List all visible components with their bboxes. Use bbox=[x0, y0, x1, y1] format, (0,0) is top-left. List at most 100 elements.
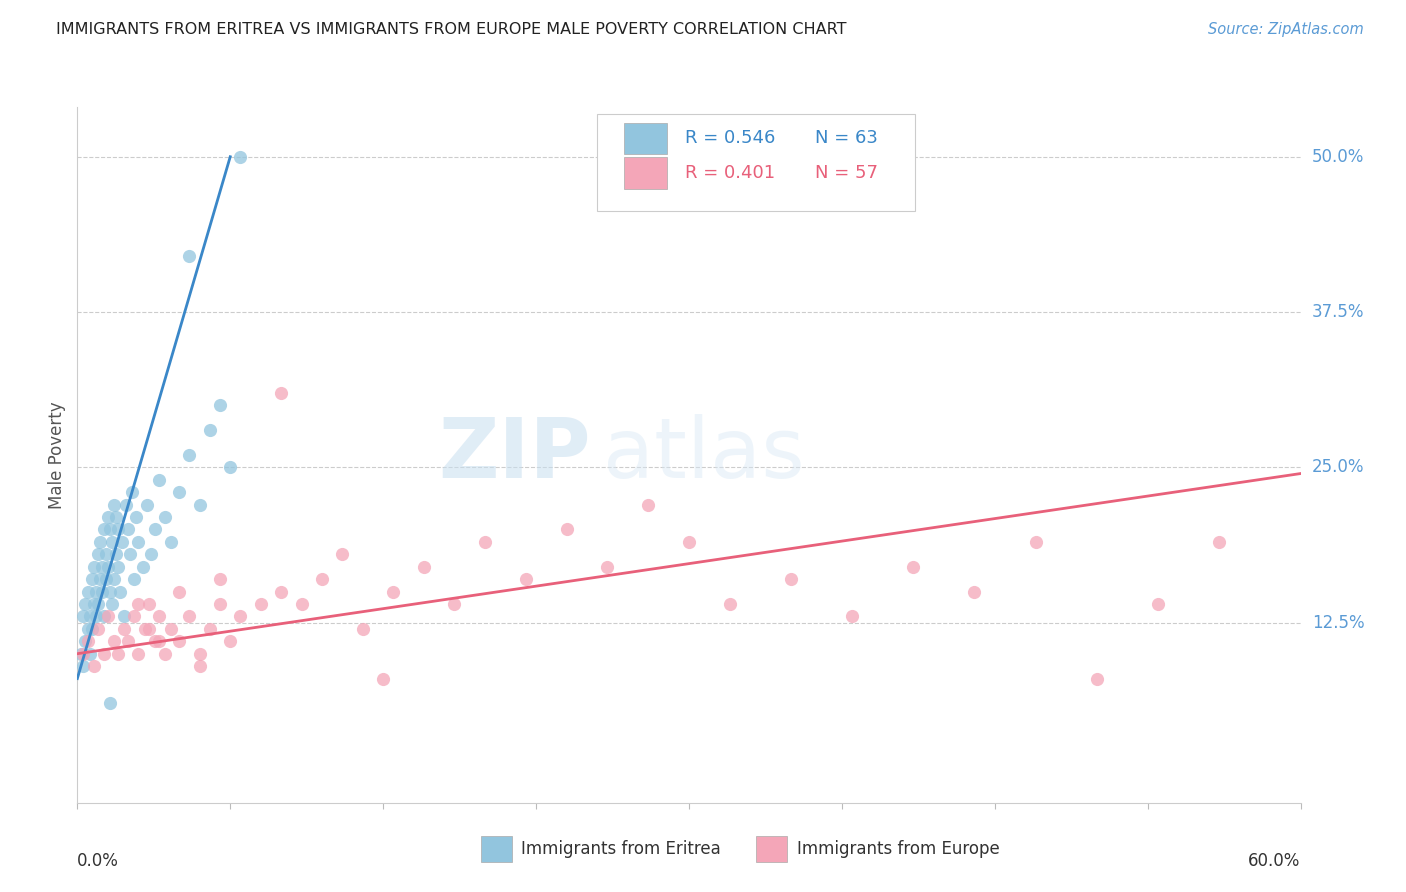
Point bbox=[148, 609, 170, 624]
Point bbox=[198, 423, 221, 437]
Point bbox=[121, 485, 143, 500]
Point bbox=[76, 634, 98, 648]
Point bbox=[135, 498, 157, 512]
Point bbox=[101, 597, 124, 611]
Point bbox=[98, 697, 121, 711]
FancyBboxPatch shape bbox=[598, 114, 915, 211]
Point bbox=[332, 547, 354, 561]
Point bbox=[83, 559, 105, 574]
Point bbox=[117, 634, 139, 648]
Point bbox=[188, 659, 211, 673]
Point bbox=[70, 647, 93, 661]
Point bbox=[160, 622, 183, 636]
Point bbox=[143, 523, 166, 537]
Point bbox=[138, 622, 160, 636]
Point bbox=[72, 609, 94, 624]
Text: 0.0%: 0.0% bbox=[77, 852, 120, 870]
Point bbox=[515, 572, 537, 586]
Point bbox=[160, 534, 183, 549]
Point bbox=[169, 634, 191, 648]
Point bbox=[169, 485, 191, 500]
Point bbox=[112, 622, 135, 636]
Point bbox=[87, 547, 110, 561]
Text: N = 63: N = 63 bbox=[815, 129, 877, 147]
Point bbox=[188, 647, 211, 661]
Point bbox=[124, 609, 146, 624]
Point bbox=[97, 559, 120, 574]
Point bbox=[169, 584, 191, 599]
Point bbox=[93, 609, 115, 624]
Text: R = 0.546: R = 0.546 bbox=[685, 129, 776, 147]
Text: Source: ZipAtlas.com: Source: ZipAtlas.com bbox=[1208, 22, 1364, 37]
Point bbox=[127, 647, 149, 661]
Point bbox=[94, 547, 117, 561]
Point bbox=[474, 534, 496, 549]
Point bbox=[84, 609, 107, 624]
Point bbox=[84, 584, 107, 599]
Point bbox=[153, 510, 176, 524]
Point bbox=[153, 647, 176, 661]
Point bbox=[75, 634, 97, 648]
Point bbox=[963, 584, 986, 599]
Point bbox=[311, 572, 333, 586]
Point bbox=[90, 584, 112, 599]
Point bbox=[250, 597, 273, 611]
Bar bbox=[481, 836, 512, 862]
Text: Immigrants from Europe: Immigrants from Europe bbox=[797, 839, 1000, 858]
Point bbox=[555, 523, 578, 537]
Point bbox=[208, 572, 231, 586]
Point bbox=[108, 584, 131, 599]
Text: IMMIGRANTS FROM ERITREA VS IMMIGRANTS FROM EUROPE MALE POVERTY CORRELATION CHART: IMMIGRANTS FROM ERITREA VS IMMIGRANTS FR… bbox=[56, 22, 846, 37]
Point bbox=[219, 460, 242, 475]
Point bbox=[148, 634, 170, 648]
Point bbox=[80, 622, 103, 636]
Point bbox=[413, 559, 436, 574]
Point bbox=[148, 473, 170, 487]
Point bbox=[1085, 672, 1108, 686]
Point bbox=[105, 510, 128, 524]
Point bbox=[79, 647, 101, 661]
Point bbox=[83, 597, 105, 611]
Point bbox=[352, 622, 374, 636]
Point bbox=[198, 622, 221, 636]
Point bbox=[94, 572, 117, 586]
Point bbox=[103, 498, 125, 512]
Point bbox=[139, 547, 162, 561]
Point bbox=[87, 622, 110, 636]
Point bbox=[107, 647, 129, 661]
Point bbox=[124, 572, 146, 586]
Point bbox=[107, 559, 129, 574]
Point bbox=[596, 559, 619, 574]
FancyBboxPatch shape bbox=[624, 123, 666, 154]
Y-axis label: Male Poverty: Male Poverty bbox=[48, 401, 66, 508]
Point bbox=[637, 498, 659, 512]
Point bbox=[1208, 534, 1230, 549]
Point bbox=[76, 622, 98, 636]
Point bbox=[903, 559, 925, 574]
Point bbox=[270, 584, 292, 599]
Point bbox=[89, 534, 111, 549]
Point bbox=[76, 584, 98, 599]
Point bbox=[179, 448, 201, 462]
Point bbox=[103, 634, 125, 648]
Point bbox=[208, 398, 231, 412]
Point bbox=[382, 584, 405, 599]
Bar bbox=[756, 836, 787, 862]
Point bbox=[75, 597, 97, 611]
Point bbox=[80, 572, 103, 586]
Text: 50.0%: 50.0% bbox=[1312, 148, 1364, 166]
Point bbox=[179, 249, 201, 263]
FancyBboxPatch shape bbox=[624, 158, 666, 189]
Point bbox=[138, 597, 160, 611]
Point bbox=[134, 622, 156, 636]
Point bbox=[93, 523, 115, 537]
Point bbox=[89, 572, 111, 586]
Text: 60.0%: 60.0% bbox=[1249, 852, 1301, 870]
Text: N = 57: N = 57 bbox=[815, 164, 877, 182]
Point bbox=[97, 609, 120, 624]
Point bbox=[117, 523, 139, 537]
Point bbox=[179, 609, 201, 624]
Text: Immigrants from Eritrea: Immigrants from Eritrea bbox=[522, 839, 721, 858]
Text: ZIP: ZIP bbox=[439, 415, 591, 495]
Point bbox=[270, 385, 292, 400]
